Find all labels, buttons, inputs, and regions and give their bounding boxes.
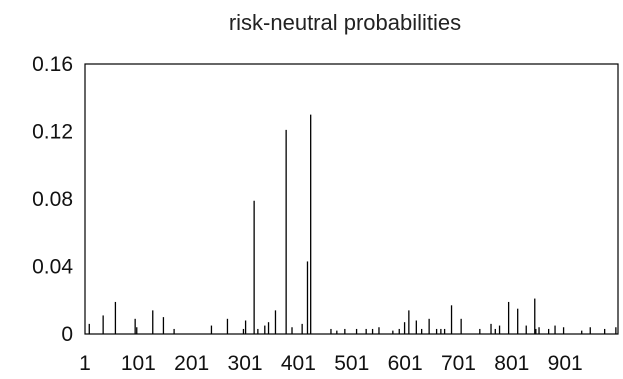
- x-tick-label: 401: [281, 352, 316, 375]
- y-tick-label: 0.04: [32, 256, 73, 279]
- y-tick-label: 0.08: [32, 188, 73, 211]
- x-tick-label: 601: [388, 352, 423, 375]
- x-tick-label: 801: [494, 352, 529, 375]
- x-tick-label: 301: [228, 352, 263, 375]
- y-tick-label: 0.16: [32, 53, 73, 76]
- bars: [88, 114, 617, 334]
- y-axis-ticks: 0 0.04 0.08 0.12 0.16: [32, 53, 73, 346]
- x-tick-label: 501: [334, 352, 369, 375]
- x-axis-ticks: 1 101 201 301 401 501 601 701 801 901: [79, 352, 583, 375]
- x-tick-label: 701: [441, 352, 476, 375]
- x-tick-label: 101: [121, 352, 156, 375]
- chart-title: risk-neutral probabilities: [229, 10, 461, 35]
- plot-area-frame: [84, 63, 619, 335]
- y-tick-label: 0.12: [32, 121, 73, 144]
- x-tick-label: 901: [548, 352, 583, 375]
- x-tick-label: 201: [174, 352, 209, 375]
- y-tick-label: 0: [61, 323, 73, 346]
- x-tick-label: 1: [79, 352, 91, 375]
